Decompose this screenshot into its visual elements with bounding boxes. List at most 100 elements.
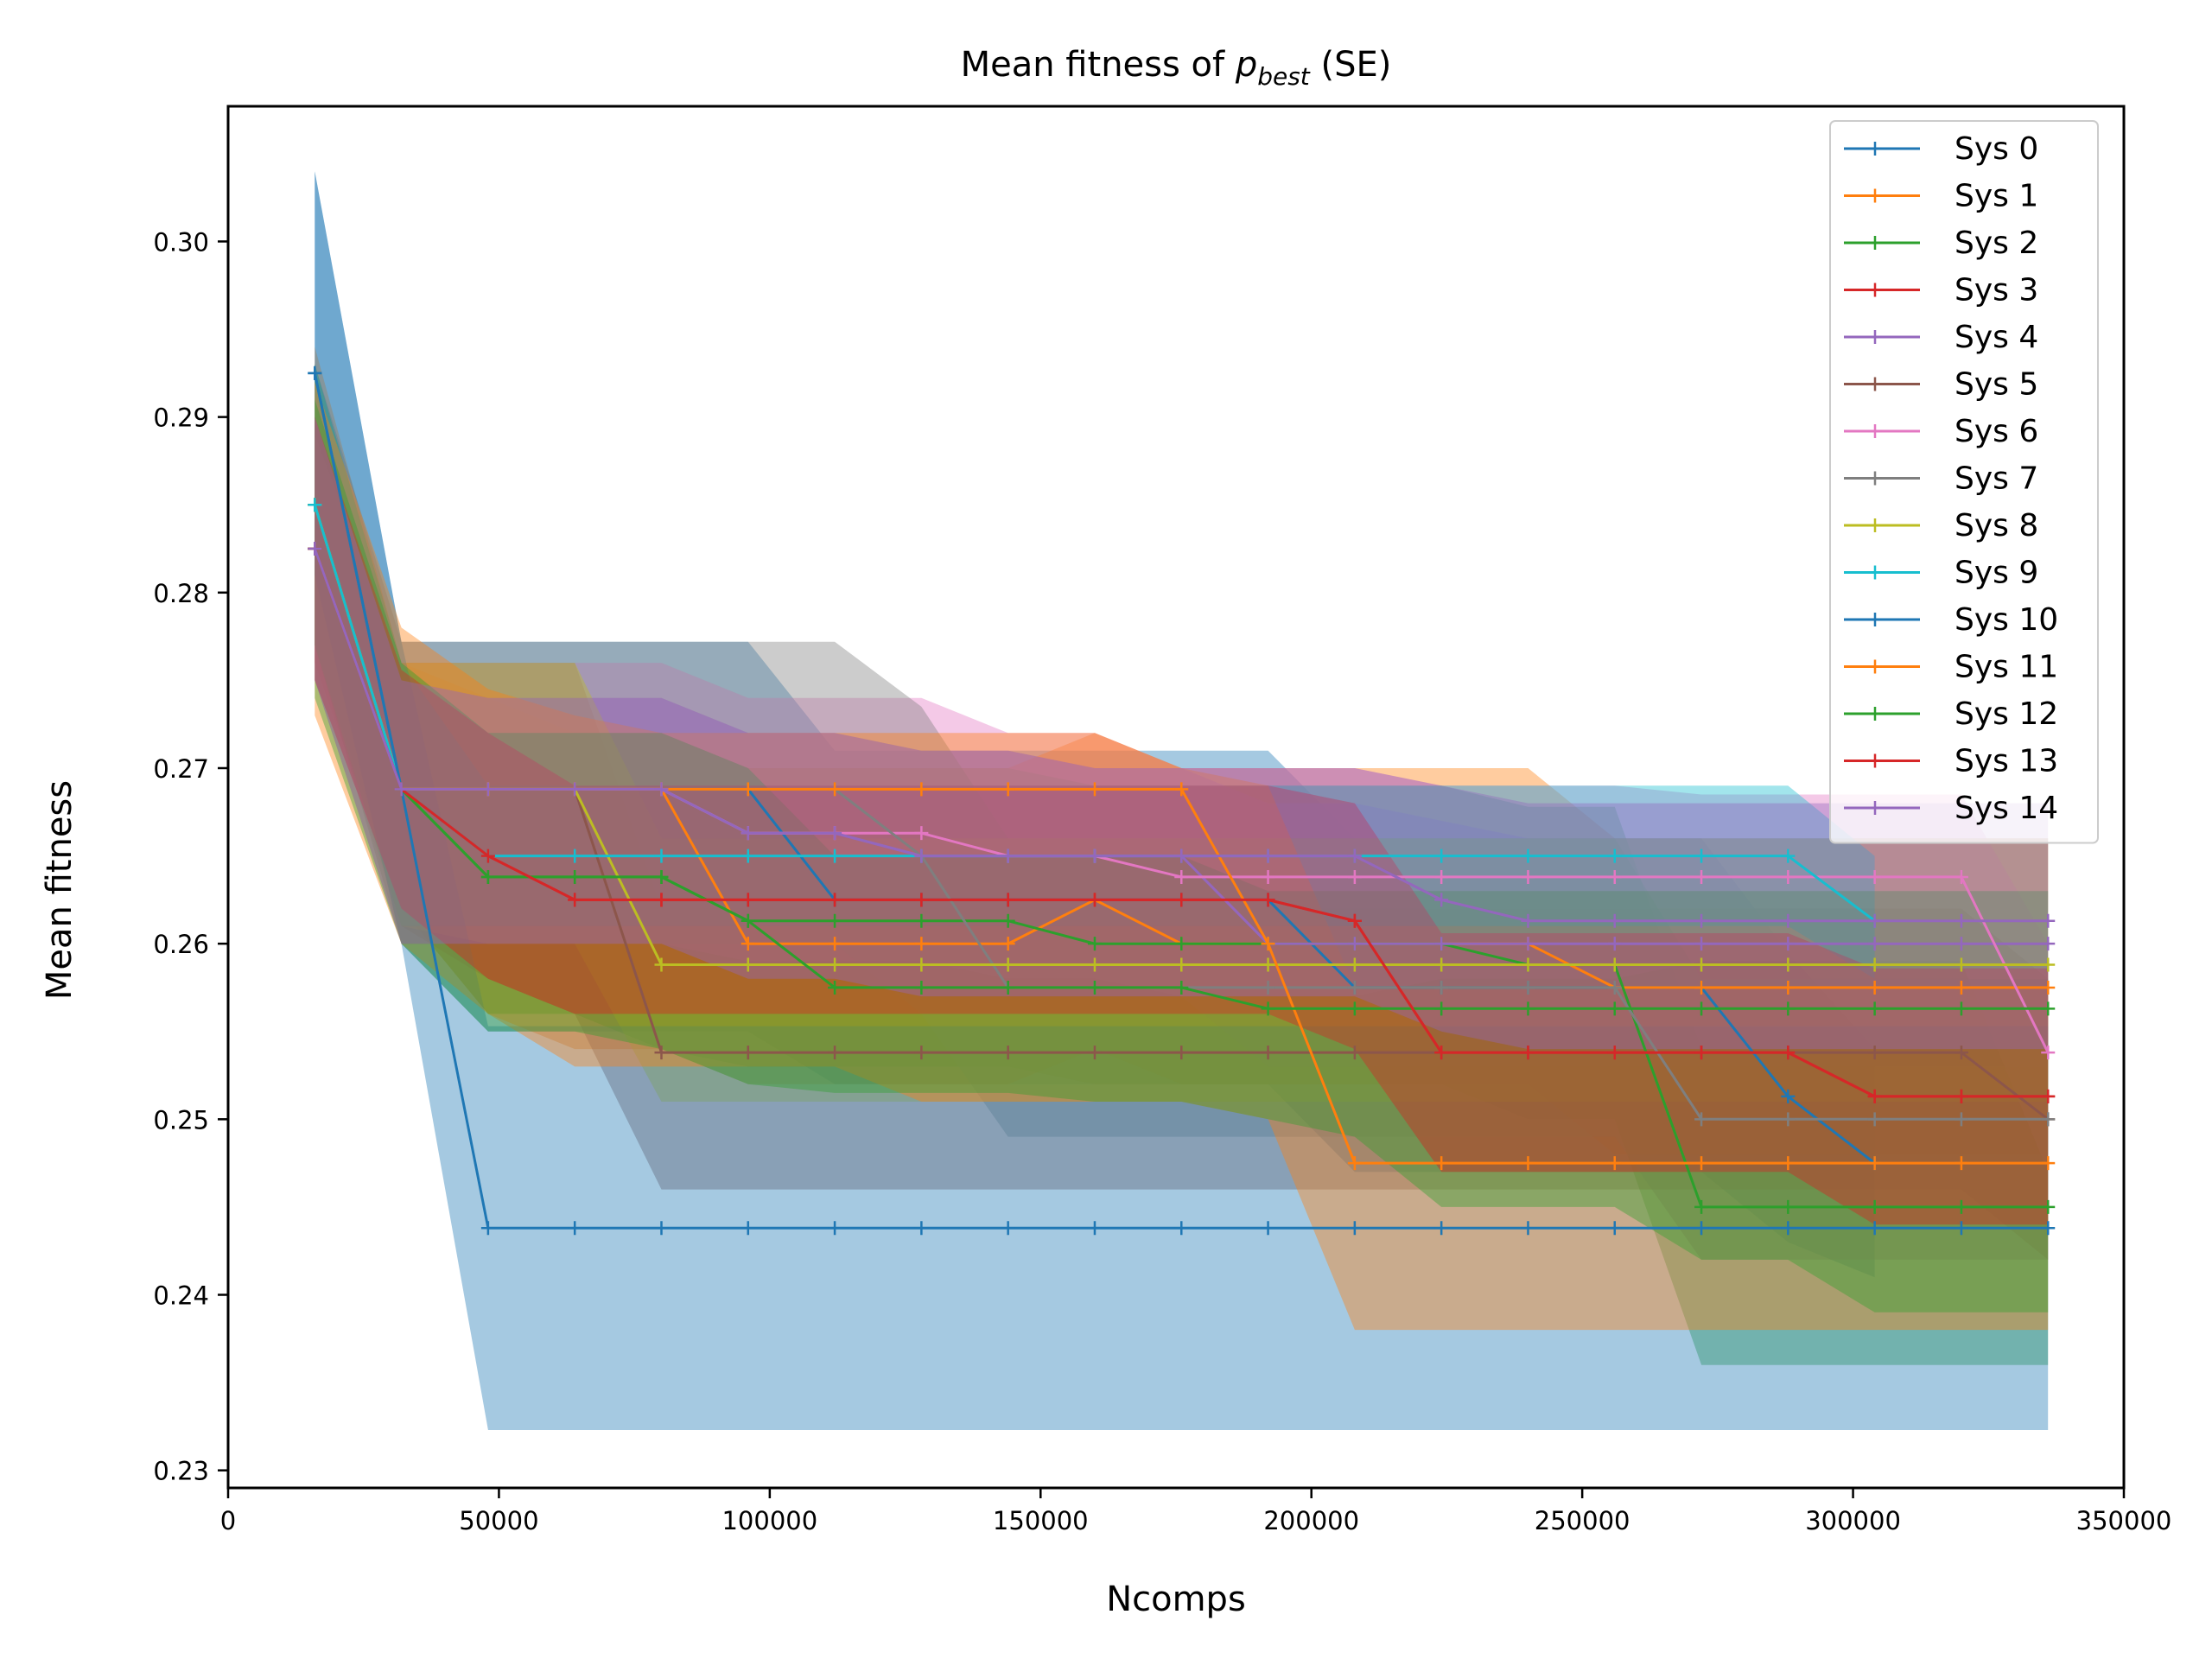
- sys-10-marker: [480, 1221, 495, 1236]
- sys-5-marker: [914, 1046, 929, 1060]
- sys-12-marker: [741, 913, 755, 928]
- legend-marker-sys-7: [1868, 471, 1882, 486]
- sys-6-marker: [1694, 869, 1709, 884]
- sys-14-marker: [1434, 893, 1449, 907]
- x-tick-label: 50000: [459, 1506, 538, 1535]
- sys-10-marker: [1607, 1221, 1622, 1236]
- sys-14-marker: [308, 542, 322, 556]
- sys-8-marker: [914, 957, 929, 972]
- sys-6-marker: [914, 826, 929, 841]
- sys-12-marker: [1434, 1001, 1449, 1016]
- chart-title-tail: (SE): [1310, 45, 1392, 85]
- axes: 0 50000 100000 150000 200000 250000 300000 3500…: [153, 105, 2171, 1535]
- sys-8-marker: [1867, 957, 1882, 972]
- sys-7-marker: [1694, 1112, 1709, 1127]
- sys-11-marker: [1521, 1156, 1535, 1171]
- sys-13-marker: [654, 893, 669, 907]
- legend-marker-sys-10: [1868, 613, 1882, 626]
- chart-title-subscript: best: [1257, 62, 1311, 91]
- sys-7-marker: [1434, 980, 1449, 995]
- sys-5-marker: [828, 1046, 842, 1060]
- legend-marker-sys-6: [1868, 424, 1882, 438]
- sys-7-marker: [1261, 980, 1275, 995]
- sys-13-marker: [1867, 1089, 1882, 1103]
- sys-10-band: [315, 171, 2049, 1431]
- sys-6-marker: [2041, 1046, 2056, 1060]
- sys-14-marker: [2041, 913, 2056, 928]
- legend-marker-sys-4: [1868, 330, 1882, 344]
- sys-11-marker: [914, 782, 929, 797]
- sys-5-marker: [1347, 1046, 1362, 1060]
- sys-13-marker: [1261, 893, 1275, 907]
- sys-12-band: [315, 399, 2049, 1313]
- legend-marker-sys-0: [1868, 142, 1882, 156]
- sys-4-marker: [2041, 937, 2056, 951]
- legend-marker-sys-1: [1868, 188, 1882, 203]
- sys-9-marker: [1607, 849, 1622, 863]
- sys-8-marker: [741, 957, 755, 972]
- sys-4-marker: [1867, 937, 1882, 951]
- sys-12-marker: [654, 869, 669, 884]
- sys-1-marker: [828, 937, 842, 951]
- x-tick-label: 100000: [721, 1506, 817, 1535]
- sys-8-marker: [1521, 957, 1535, 972]
- sys-10-marker: [1347, 1221, 1362, 1236]
- legend-box: [1829, 120, 2099, 844]
- sys-5-marker: [1174, 1046, 1189, 1060]
- x-axis-title: Ncomps: [1106, 1580, 1246, 1619]
- x-tick-label: 200000: [1263, 1506, 1359, 1535]
- sys-14-marker: [1087, 849, 1102, 863]
- sys-7-marker: [1867, 1112, 1882, 1127]
- sys-10-marker: [1781, 1221, 1796, 1236]
- sys-10-marker: [1001, 1221, 1015, 1236]
- sys-7-marker: [2041, 1112, 2056, 1127]
- legend-label-sys-14: Sys 14: [1955, 791, 2058, 826]
- sys-8-marker: [654, 957, 669, 972]
- sys-12-marker: [1174, 980, 1189, 995]
- sys-12-marker: [2041, 1001, 2056, 1016]
- sys-13-marker: [741, 893, 755, 907]
- sys-6-marker: [1174, 869, 1189, 884]
- sys-4-marker: [1781, 937, 1796, 951]
- sys-13-marker: [914, 893, 929, 907]
- chart-title: Mean fitness of pbest (SE): [961, 45, 1392, 91]
- sys-9-marker: [1521, 849, 1535, 863]
- y-axis-title: Mean fitness: [40, 780, 79, 1000]
- sys-10-marker: [741, 1221, 755, 1236]
- sys-6-marker: [1781, 869, 1796, 884]
- legend-marker-sys-13: [1868, 753, 1882, 768]
- sys-12-marker: [1607, 1001, 1622, 1016]
- sys-11-marker: [1434, 1156, 1449, 1171]
- sys-0-band: [315, 171, 1875, 1278]
- sys-3-band: [315, 416, 2049, 1225]
- sys-14-marker: [480, 782, 495, 797]
- sys-1-marker: [914, 937, 929, 951]
- sys-11-marker: [1694, 1156, 1709, 1171]
- legend-label-sys-8: Sys 8: [1955, 508, 2038, 543]
- sys-11-marker: [828, 782, 842, 797]
- sys-8-marker: [1174, 957, 1189, 972]
- sys-6-marker: [1521, 869, 1535, 884]
- sys-14-marker: [1867, 913, 1882, 928]
- sys-8-marker: [1347, 957, 1362, 972]
- sys-6-band: [315, 434, 2049, 1173]
- sys-10-marker: [568, 1221, 582, 1236]
- sys-10-marker: [2041, 1221, 2056, 1236]
- sys-14-marker: [568, 782, 582, 797]
- sys-11-marker: [1261, 937, 1275, 951]
- sys-9-marker: [1694, 849, 1709, 863]
- legend-label-sys-7: Sys 7: [1955, 461, 2038, 497]
- sys-12-marker: [1781, 1001, 1796, 1016]
- y-tick-label: 0.23: [153, 1457, 209, 1486]
- sys-11-marker: [2041, 1156, 2056, 1171]
- sys-8-marker: [1954, 957, 1968, 972]
- y-tick-label: 0.25: [153, 1105, 209, 1135]
- y-tick-label: 0.30: [153, 227, 209, 257]
- sys-14-marker: [1347, 849, 1362, 863]
- sys-0-marker: [1781, 1089, 1796, 1103]
- sys-8-marker: [828, 957, 842, 972]
- sys-10-marker: [1694, 1221, 1709, 1236]
- legend-marker-sys-14: [1868, 801, 1882, 815]
- sys-5-marker: [741, 1046, 755, 1060]
- chart-title-symbol: p: [1235, 45, 1257, 85]
